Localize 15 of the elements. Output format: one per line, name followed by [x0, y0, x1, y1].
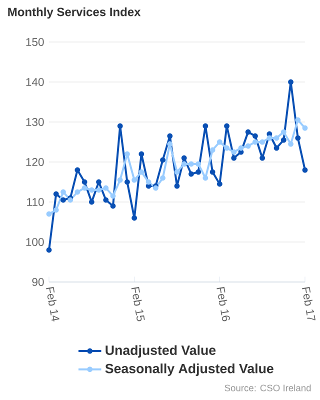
x-tick-label: Feb 14 — [46, 286, 60, 322]
y-tick-label: 110 — [27, 198, 44, 206]
x-tick-label: Feb 17 — [302, 286, 316, 320]
y-tick-label: 100 — [26, 238, 44, 246]
y-tick-label: 120 — [26, 158, 44, 166]
source-note: Source: CSO Ireland — [224, 384, 311, 392]
y-tick-label: 150 — [26, 38, 44, 46]
y-tick-label: 90 — [32, 278, 44, 286]
y-tick-label: 130 — [26, 118, 44, 126]
legend-label: Seasonally Adjusted Value — [105, 364, 274, 376]
y-tick-label: 140 — [26, 78, 44, 86]
x-tick-label: Feb 16 — [216, 286, 230, 322]
x-tick-label: Feb 15 — [131, 286, 145, 322]
chart-title: Monthly Services Index — [8, 7, 141, 19]
legend-label: Unadjusted Value — [106, 345, 216, 358]
